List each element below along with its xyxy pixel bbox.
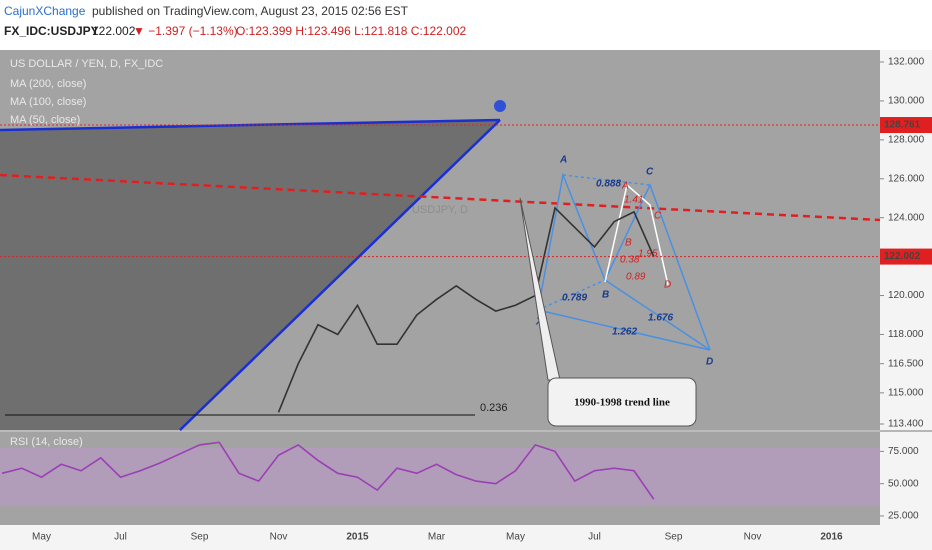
trend-line: [0, 173, 881, 222]
y-tick-label: 116.500: [888, 358, 924, 369]
wedge: [0, 120, 500, 430]
pattern-label: A: [621, 181, 629, 192]
pattern-label: A: [559, 155, 567, 166]
x-tick-label: 2016: [820, 532, 843, 543]
y-tick-label: 75.000: [888, 446, 919, 457]
pattern-label: B: [625, 238, 632, 249]
pattern-leg: [604, 279, 711, 351]
symbol: FX_IDC:USDJPY: [4, 24, 99, 38]
x-tick-label: Jul: [114, 532, 127, 543]
x-tick-label: Sep: [191, 532, 209, 543]
pattern-label: 1.41: [624, 195, 643, 206]
rsi-title: RSI (14, close): [10, 436, 83, 448]
y-tick-label: 50.000: [888, 478, 919, 489]
legend-item: US DOLLAR / YEN, D, FX_IDC: [10, 58, 163, 70]
harmonic-pattern: [537, 172, 711, 351]
y-tick-label: 120.000: [888, 290, 925, 301]
pattern-leg-red: [604, 183, 669, 286]
pattern-label: C: [646, 167, 654, 178]
y-tick-label: 124.000: [888, 212, 925, 223]
pattern-leg: [537, 309, 711, 351]
publisher[interactable]: CajunXChange: [4, 4, 86, 18]
x-tick-label: Nov: [744, 532, 762, 543]
callout-text: 1990-1998 trend line: [574, 397, 670, 409]
pattern-label: 0.888: [596, 179, 621, 190]
rsi-band: [0, 448, 880, 506]
pattern-label: D: [706, 357, 713, 368]
watermark: USDJPY, D: [412, 204, 468, 216]
pattern-label: B: [602, 290, 609, 301]
pattern-label: 1.676: [648, 313, 673, 324]
price-label: 128.761: [884, 120, 921, 131]
y-tick-label: 113.400: [888, 419, 924, 430]
legend-item: MA (50, close): [10, 114, 80, 126]
ohlc: O:123.399 H:123.496 L:121.818 C:122.002: [236, 24, 467, 38]
x-tick-label: Jul: [588, 532, 601, 543]
x-tick-label: May: [32, 532, 51, 543]
x-tick-label: May: [506, 532, 525, 543]
y-tick-label: 130.000: [888, 96, 925, 107]
change: ▼ −1.397 (−1.13%): [133, 24, 238, 38]
pattern-label: 0.38: [620, 255, 640, 266]
x-tick-label: Sep: [665, 532, 683, 543]
last-price: 122.002: [92, 24, 136, 38]
pattern-label: D: [664, 280, 671, 291]
x-tick-label: 2015: [346, 532, 369, 543]
trend-line: [179, 119, 501, 431]
y-tick-label: 118.000: [888, 329, 924, 340]
time-axis-bg: [0, 525, 932, 550]
pattern-label: 0.789: [562, 293, 587, 304]
point: [494, 100, 506, 112]
callout: [547, 377, 697, 427]
y-tick-label: 25.000: [888, 511, 919, 522]
pattern-label: C: [654, 211, 662, 222]
pattern-label: 1.95: [638, 249, 658, 260]
pattern-label: 0.89: [626, 272, 646, 283]
pattern-leg: [562, 174, 651, 186]
published: published on TradingView.com, August 23,…: [92, 4, 409, 18]
x-tick-label: Nov: [270, 532, 288, 543]
pattern-label: 1.262: [612, 327, 637, 338]
trend-line: [0, 118, 501, 132]
y-tick-label: 115.000: [888, 388, 924, 399]
fib-label: 0.236: [480, 402, 508, 414]
price-tag: [880, 248, 932, 265]
legend-item: MA (100, close): [10, 96, 86, 108]
series-line: [277, 206, 655, 413]
y-tick-label: 126.000: [888, 173, 925, 184]
x-tick-label: Mar: [428, 532, 446, 543]
y-tick-label: 128.000: [888, 134, 925, 145]
legend-item: MA (200, close): [10, 78, 86, 90]
series-line: [1, 441, 655, 500]
price-label: 122.002: [884, 251, 921, 262]
pattern-leg: [537, 279, 606, 311]
y-tick-label: 132.000: [888, 57, 925, 68]
price-tag: [880, 117, 932, 134]
